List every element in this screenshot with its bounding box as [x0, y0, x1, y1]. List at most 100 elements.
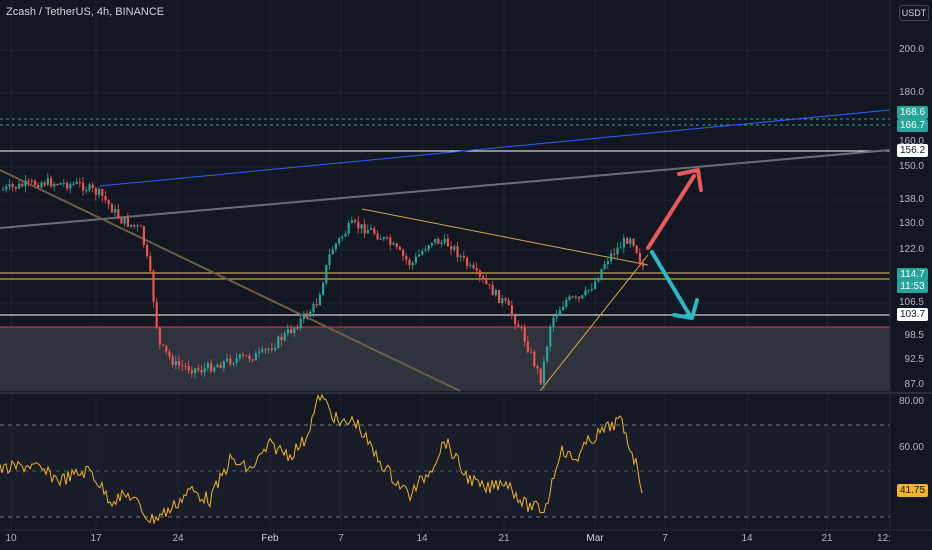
- candle-body: [261, 349, 264, 352]
- candle-body: [472, 264, 475, 269]
- candle-body: [523, 327, 526, 342]
- candle-body: [526, 341, 529, 352]
- candle-body: [462, 256, 465, 258]
- price-tag-channel-b: 166.7: [897, 119, 928, 132]
- candle-body: [126, 217, 129, 227]
- date-label: 21: [498, 533, 510, 544]
- candle-body: [440, 242, 443, 245]
- candle-body: [350, 220, 353, 224]
- candle-body: [94, 187, 97, 195]
- candle-body: [501, 298, 504, 303]
- candle-body: [53, 184, 56, 187]
- candle-body: [418, 254, 421, 257]
- candle-body: [98, 189, 101, 195]
- candle-body: [101, 189, 104, 196]
- candle-body: [491, 284, 494, 296]
- candle-body: [494, 289, 497, 296]
- candle-body: [72, 183, 75, 185]
- candle-body: [14, 186, 17, 189]
- date-label: 24: [172, 533, 184, 544]
- candle-body: [395, 243, 398, 248]
- candle-body: [411, 262, 414, 266]
- candle-body: [235, 358, 238, 363]
- candle-body: [107, 200, 110, 205]
- candle-body: [539, 368, 542, 384]
- rsi-value-tag: 41.75: [897, 484, 928, 497]
- candle-body: [338, 238, 341, 244]
- candles: [2, 172, 645, 390]
- candle-body: [434, 238, 437, 243]
- candle-body: [562, 306, 565, 311]
- candle-body: [370, 228, 373, 230]
- price-tick: 130.0: [898, 218, 924, 229]
- candle-body: [130, 224, 133, 227]
- price-tick: 138.0: [898, 194, 924, 205]
- candle-body: [590, 289, 593, 291]
- candle-body: [507, 300, 510, 306]
- candle-body: [242, 354, 245, 356]
- candle-body: [184, 365, 187, 367]
- candle-body: [194, 368, 197, 374]
- candle-body: [24, 180, 27, 187]
- support-zone: [0, 327, 890, 391]
- candle-body: [232, 362, 235, 365]
- candle-body: [270, 348, 273, 350]
- candle-body: [520, 326, 523, 328]
- candle-body: [88, 184, 91, 191]
- candle-body: [11, 184, 14, 187]
- candle-body: [248, 355, 251, 360]
- candle-body: [379, 239, 382, 241]
- date-label: 12:: [877, 533, 891, 544]
- candle-body: [341, 236, 344, 239]
- candle-body: [174, 360, 177, 366]
- candle-body: [450, 246, 453, 250]
- candle-body: [213, 367, 216, 372]
- symbol-title[interactable]: Zcash / TetherUS, 4h, BINANCE: [6, 6, 165, 18]
- candle-body: [210, 363, 213, 372]
- candle-body: [386, 237, 389, 239]
- candle-body: [299, 318, 302, 329]
- candle-body: [155, 301, 158, 328]
- candle-body: [133, 224, 136, 227]
- candle-body: [203, 368, 206, 373]
- price-tag-resistance: 156.2: [897, 144, 928, 157]
- candle-body: [69, 184, 72, 189]
- candle-body: [104, 195, 107, 201]
- candle-body: [389, 237, 392, 245]
- candle-body: [117, 209, 120, 219]
- date-label: 10: [5, 533, 17, 544]
- candle-body: [430, 242, 433, 246]
- candle-body: [168, 351, 171, 357]
- candle-body: [309, 311, 312, 317]
- candle-body: [504, 298, 507, 301]
- candle-body: [638, 253, 641, 263]
- candle-body: [190, 370, 193, 374]
- currency-button[interactable]: USDT: [899, 5, 929, 21]
- candle-body: [18, 183, 21, 189]
- candle-body: [149, 256, 152, 272]
- candle-body: [597, 279, 600, 282]
- date-label: 17: [90, 533, 102, 544]
- candle-body: [325, 265, 328, 284]
- candle-body: [533, 351, 536, 366]
- candle-body: [158, 327, 161, 345]
- candle-body: [635, 245, 638, 254]
- candle-body: [581, 295, 584, 299]
- price-tick: 122.0: [898, 244, 924, 255]
- candle-body: [200, 369, 203, 373]
- candle-body: [482, 276, 485, 280]
- candle-body: [616, 247, 619, 255]
- candle-body: [30, 180, 33, 182]
- candle-body: [629, 238, 632, 244]
- candle-body: [469, 264, 472, 266]
- candle-body: [498, 289, 501, 303]
- candle-body: [286, 329, 289, 334]
- candle-body: [302, 313, 305, 319]
- candle-body: [283, 333, 286, 341]
- descending-brown-line: [0, 169, 461, 392]
- candle-body: [46, 178, 49, 185]
- candle-body: [398, 247, 401, 250]
- candle-body: [376, 233, 379, 240]
- date-label: 14: [416, 533, 428, 544]
